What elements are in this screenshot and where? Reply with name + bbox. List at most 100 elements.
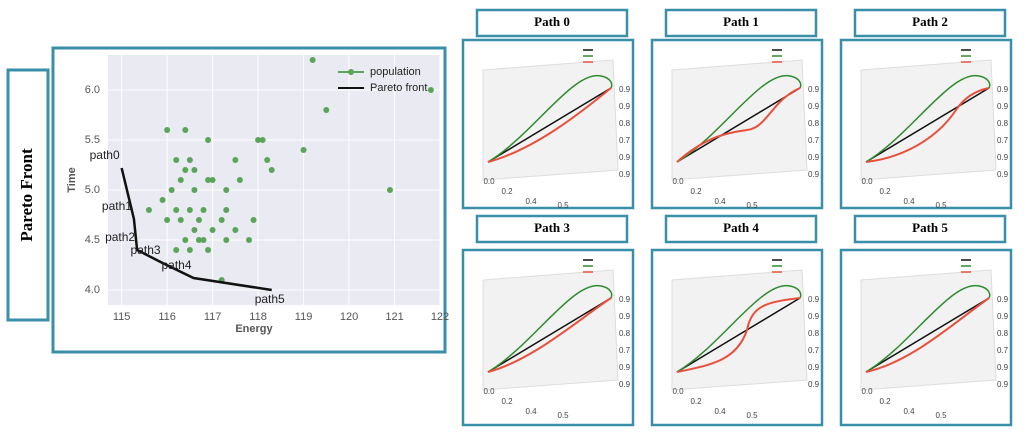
y-tick-label: 4.5 xyxy=(85,234,100,246)
green-path xyxy=(865,285,991,373)
panel-title: Path 3 xyxy=(534,220,570,235)
population-point xyxy=(186,157,193,163)
panel-plot: 0.0 0.2 0.4 0.5 0.9 0.9 0.8 0.7 0.9 0.9 xyxy=(461,248,635,427)
legend-label: population xyxy=(370,66,421,78)
panel-tick-label: 0.7 xyxy=(808,346,820,355)
y-tick-label: 5.5 xyxy=(85,134,100,146)
path-panel: Path 2 0.0 0.2 0.4 0.5 0.9 0.9 0.8 0.7 0.9 0.9 xyxy=(839,8,1013,210)
population-point xyxy=(173,247,180,253)
panel-tick-label: 0.9 xyxy=(619,85,631,94)
panel-title: Path 1 xyxy=(723,14,759,29)
side-label: Pareto Front xyxy=(17,148,36,242)
panel-tick-label: 0.0 xyxy=(861,177,873,186)
panel-pane xyxy=(671,59,808,181)
legend-label: Pareto front xyxy=(370,82,427,94)
panel-tick-label: 0.7 xyxy=(997,346,1009,355)
population-point xyxy=(191,227,198,233)
panel-tick-label: 0.0 xyxy=(672,177,684,186)
population-point xyxy=(186,207,193,213)
panel-tick-label: 0.9 xyxy=(997,312,1009,321)
population-point xyxy=(236,177,243,183)
population-point xyxy=(168,187,175,193)
population-point xyxy=(223,187,230,193)
panel-tick-label: 0.9 xyxy=(808,153,820,162)
green-path xyxy=(865,75,991,163)
population-point xyxy=(386,187,393,193)
panel-title-box xyxy=(475,8,629,38)
panel-tick-label: 0.9 xyxy=(619,153,631,162)
panel-tick-label: 0.7 xyxy=(619,136,631,145)
path-panel: Path 1 0.0 0.2 0.4 0.5 0.9 0.9 0.8 0.7 0.9 0.9 xyxy=(650,8,824,210)
population-point xyxy=(245,237,252,243)
population-point xyxy=(223,237,230,243)
panel-tick-label: 0.9 xyxy=(619,380,631,389)
panel-tick-label: 0.9 xyxy=(997,380,1009,389)
panel-title-box xyxy=(664,8,818,38)
pareto-line xyxy=(120,167,272,292)
population-point xyxy=(182,167,189,173)
x-tick-label: 115 xyxy=(113,311,131,323)
point-label: path3 xyxy=(131,243,161,257)
red-path xyxy=(865,87,990,163)
red-path xyxy=(865,297,990,373)
panel-tick-label: 0.7 xyxy=(808,136,820,145)
linear-path xyxy=(487,87,612,163)
panel-tick-label: 0.2 xyxy=(690,397,702,406)
panel-tick-label: 0.9 xyxy=(997,295,1009,304)
panel-tick-label: 0.9 xyxy=(997,85,1009,94)
population-point xyxy=(164,127,171,133)
panel-tick-label: 0.9 xyxy=(619,170,631,179)
population-point xyxy=(159,197,166,203)
panel-pane xyxy=(482,59,619,181)
panel-tick-label: 0.9 xyxy=(808,312,820,321)
panel-tick-label: 0.2 xyxy=(690,187,702,196)
population-point xyxy=(232,157,239,163)
panel-tick-label: 0.8 xyxy=(619,329,631,338)
green-path xyxy=(487,75,613,163)
panel-tick-label: 0.9 xyxy=(619,363,631,372)
panel-pane xyxy=(482,269,619,391)
population-point xyxy=(195,237,202,243)
panel-plot: 0.0 0.2 0.4 0.5 0.9 0.9 0.8 0.7 0.9 0.9 xyxy=(839,38,1013,210)
x-tick-label: 121 xyxy=(385,311,403,323)
panel-tick-label: 0.0 xyxy=(672,387,684,396)
linear-path xyxy=(865,297,990,373)
population-point xyxy=(309,57,316,63)
panel-tick-label: 0.2 xyxy=(501,397,513,406)
panel-tick-label: 0.2 xyxy=(879,187,891,196)
point-label: path0 xyxy=(90,148,120,162)
population-point xyxy=(259,137,266,143)
panel-tick-label: 0.4 xyxy=(525,197,537,206)
population-point xyxy=(145,207,152,213)
linear-path xyxy=(676,297,801,373)
panel-title: Path 2 xyxy=(912,14,948,29)
panel-tick-label: 0.5 xyxy=(746,201,758,210)
panel-tick-label: 0.0 xyxy=(483,387,495,396)
x-tick-label: 116 xyxy=(158,311,176,323)
population-point xyxy=(195,217,202,223)
panel-tick-label: 0.5 xyxy=(935,201,947,210)
panel-tick-label: 0.9 xyxy=(619,102,631,111)
path-panel: Path 3 0.0 0.2 0.4 0.5 0.9 0.9 0.8 0.7 0.9 0.9 xyxy=(461,214,635,427)
panel-tick-label: 0.9 xyxy=(997,102,1009,111)
panel-plot: 0.0 0.2 0.4 0.5 0.9 0.9 0.8 0.7 0.9 0.9 xyxy=(839,248,1013,427)
x-tick-label: 117 xyxy=(204,311,222,323)
panel-tick-label: 0.9 xyxy=(808,380,820,389)
population-point xyxy=(427,87,434,93)
panel-tick-label: 0.9 xyxy=(997,153,1009,162)
panel-title-box xyxy=(853,8,1007,38)
x-tick-label: 119 xyxy=(295,311,313,323)
panel-tick-label: 0.0 xyxy=(861,387,873,396)
panel-tick-label: 0.9 xyxy=(619,295,631,304)
point-label: path1 xyxy=(102,199,132,213)
panel-tick-label: 0.8 xyxy=(997,119,1009,128)
x-axis-label: Energy xyxy=(235,323,273,335)
panel-tick-label: 0.8 xyxy=(619,119,631,128)
panel-tick-label: 0.0 xyxy=(483,177,495,186)
population-point xyxy=(205,177,212,183)
population-point xyxy=(182,127,189,133)
population-point xyxy=(232,227,239,233)
population-point xyxy=(218,217,225,223)
panel-tick-label: 0.9 xyxy=(619,312,631,321)
